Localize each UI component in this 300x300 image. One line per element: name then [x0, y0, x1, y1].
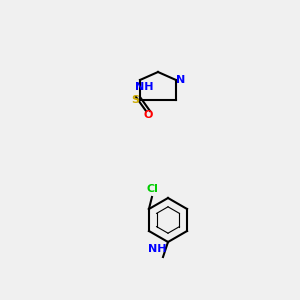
Text: O: O — [143, 110, 153, 120]
Text: S: S — [131, 95, 139, 105]
Text: N: N — [176, 75, 186, 85]
Text: NH: NH — [135, 82, 153, 92]
Text: NH: NH — [148, 244, 167, 254]
Text: Cl: Cl — [146, 184, 158, 194]
